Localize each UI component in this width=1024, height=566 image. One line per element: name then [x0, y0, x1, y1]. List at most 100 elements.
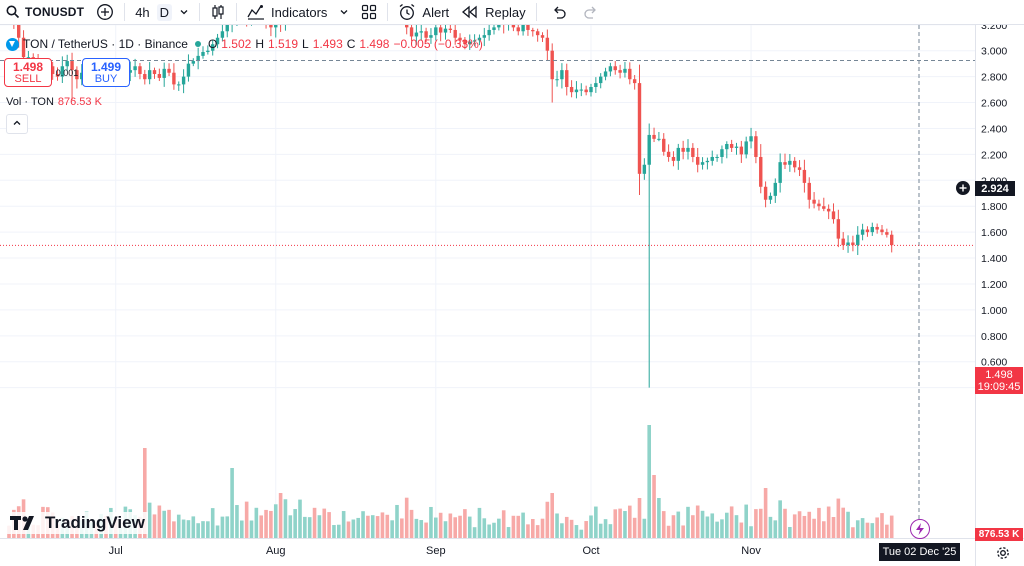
volume-bar	[661, 511, 666, 538]
volume-bar	[598, 523, 603, 538]
volume-bar	[176, 514, 181, 538]
top-toolbar: TONUSDT 4h D Indicators	[0, 0, 1024, 25]
add-symbol-button[interactable]	[90, 0, 120, 24]
candle	[60, 66, 65, 77]
volume-bar	[380, 512, 385, 538]
volume-bar	[303, 516, 307, 538]
volume-bar	[792, 514, 797, 538]
candle	[613, 66, 617, 71]
volume-bar	[846, 511, 850, 538]
symbol-name[interactable]: TONUSDT	[25, 5, 85, 19]
volume-bar	[467, 516, 472, 538]
candle	[870, 226, 874, 233]
volume-bar	[400, 518, 404, 538]
volume-bar	[758, 508, 763, 538]
interval-menu-button[interactable]	[173, 0, 195, 24]
candle	[225, 25, 229, 32]
indicators-menu-button[interactable]	[333, 0, 355, 24]
tradingview-logo[interactable]: TradingView	[7, 512, 148, 534]
candle	[458, 37, 462, 41]
candle	[831, 211, 836, 220]
volume-bar	[623, 511, 627, 538]
volume-bar	[608, 524, 613, 538]
candle	[846, 242, 850, 246]
volume-bar	[375, 516, 380, 538]
candle	[807, 182, 811, 200]
volume-bar	[497, 518, 501, 538]
volume-bar	[516, 515, 521, 538]
candle	[545, 37, 550, 51]
chart-type-button[interactable]	[204, 0, 232, 24]
volume-bar	[472, 527, 477, 538]
volume-bar	[317, 515, 322, 538]
interval-d[interactable]: D	[156, 3, 173, 21]
x-tick-label: Sep	[426, 545, 446, 557]
indicators-button[interactable]: Indicators	[241, 0, 333, 24]
volume-bar	[860, 518, 865, 538]
x-tick-label: Aug	[266, 545, 286, 557]
candle	[511, 25, 516, 28]
volume-bar	[443, 521, 448, 538]
candle	[691, 147, 695, 157]
alert-label: Alert	[422, 4, 450, 20]
volume-bar	[240, 520, 244, 538]
chart-settings-button[interactable]	[996, 546, 1010, 565]
candle	[191, 61, 195, 64]
buy-button[interactable]: 1.499 BUY	[82, 58, 130, 87]
candle	[729, 144, 734, 148]
volume-bar	[715, 521, 719, 538]
y-tick-label: 1.200	[981, 279, 1007, 291]
candle	[535, 31, 540, 36]
candle	[880, 229, 884, 233]
change-value: −0.005 (−0.33%)	[393, 37, 483, 51]
volume-bar	[458, 515, 462, 538]
price-chart[interactable]: 4.0003.8003.6003.4003.2003.0002.8002.600…	[0, 25, 1024, 566]
volume-bar	[812, 518, 816, 538]
buy-label: BUY	[94, 72, 118, 85]
undo-button[interactable]	[541, 0, 577, 24]
volume-bar	[414, 518, 419, 538]
y-tick-label: 2.600	[981, 98, 1007, 110]
volume-bar	[739, 522, 744, 538]
volume-bar	[225, 516, 230, 538]
candle	[652, 134, 656, 139]
alert-icon	[398, 3, 416, 21]
volume-value: 876.53 K	[57, 96, 102, 108]
volume-bar	[666, 525, 671, 538]
replay-button[interactable]: Replay	[455, 0, 531, 24]
candle	[133, 66, 137, 71]
volume-bar	[594, 506, 598, 538]
candle	[152, 70, 157, 75]
alert-button[interactable]: Alert	[392, 0, 455, 24]
volume-bar	[632, 517, 637, 538]
candle	[492, 27, 496, 30]
candle	[768, 195, 773, 200]
volume-bar	[778, 500, 782, 538]
volume-bar	[725, 512, 729, 538]
candle	[599, 76, 603, 84]
volume-bar	[186, 520, 191, 538]
sell-button[interactable]: 1.498 SELL	[4, 58, 52, 87]
add-alert-at-price-button[interactable]	[956, 181, 970, 195]
layouts-button[interactable]	[355, 0, 383, 24]
volume-bar	[307, 517, 312, 538]
volume-bar	[676, 511, 681, 538]
volume-bar	[579, 529, 584, 538]
candle	[700, 162, 705, 165]
volume-bar	[463, 509, 467, 538]
symbol-search[interactable]: TONUSDT	[0, 0, 90, 24]
y-tick-label: 2.400	[981, 123, 1007, 135]
volume-bar	[337, 524, 341, 538]
candle	[628, 68, 632, 80]
candle	[632, 79, 637, 84]
candle	[526, 25, 530, 30]
chevron-up-icon	[12, 115, 22, 133]
collapse-legend-button[interactable]	[6, 114, 28, 134]
interval-4h[interactable]: 4h	[135, 4, 150, 20]
volume-bar	[181, 519, 186, 538]
symbol-title[interactable]: TON / TetherUS · 1D · Binance	[23, 37, 188, 51]
candle	[177, 84, 181, 86]
redo-button[interactable]	[577, 0, 605, 24]
quick-trade-button[interactable]	[910, 519, 930, 539]
volume-bar	[269, 510, 273, 538]
